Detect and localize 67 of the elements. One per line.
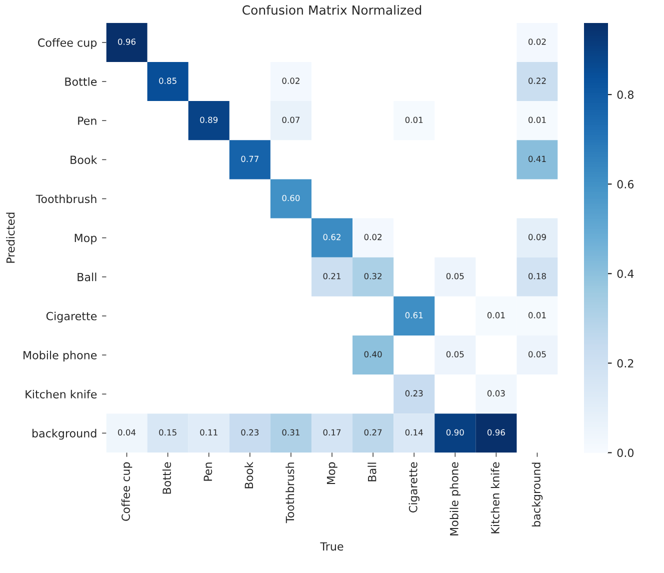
x-tick-label: Coffee cup [121,462,132,521]
x-tick-label: Ball [368,462,376,482]
data-label: 0.21 [323,272,341,280]
y-tick-label: Cigarette [46,312,97,322]
data-label: 0.17 [323,429,341,436]
data-label: 0.62 [323,234,340,240]
x-tick-label: Pen [204,462,212,481]
x-tick-label: Mop [326,462,338,484]
data-label: 0.05 [446,351,464,358]
data-label: 0.01 [528,312,546,318]
data-label: 0.60 [282,194,300,202]
data-label: 0.18 [528,272,546,280]
data-label: 0.05 [528,351,546,358]
data-label: 0.41 [528,156,546,162]
data-label: 0.01 [405,116,423,124]
data-label: 0.03 [487,390,505,396]
y-tick-label: Kitchen knife [26,390,97,398]
data-label: 0.09 [528,234,546,240]
data-label: 0.96 [487,429,505,436]
data-label: 0.04 [118,429,136,436]
y-tick-label: Ball [78,272,96,282]
y-tick-label: Pen [78,116,96,125]
y-tick-label: Coffee cup [38,38,97,49]
color-bar-label: 0.6 [617,180,634,188]
data-label: 0.27 [364,429,382,436]
data-label: 0.02 [282,78,300,84]
x-tick-label: Bottle [162,462,172,494]
data-label: 0.11 [200,429,218,436]
data-label: 0.96 [118,38,136,45]
data-label: 0.40 [364,351,382,358]
y-tick-label: Mobile phone [24,350,97,362]
data-label: 0.01 [528,116,546,124]
data-label: 0.23 [405,390,423,396]
data-label: 0.05 [446,272,464,280]
data-label: 0.02 [528,38,546,45]
color-bar-label: 0.8 [617,90,634,99]
data-label: 0.77 [241,156,258,162]
data-label: 0.02 [364,234,382,240]
data-label: 0.31 [282,429,300,436]
color-bar-label: 0.2 [617,359,634,368]
x-tick-label: Cigarette [408,462,420,512]
x-tick-label: Toothbrush [286,462,294,524]
data-label: 0.32 [364,272,382,280]
data-label: 0.85 [159,78,176,84]
x-tick-label: Mobile phone [450,462,461,536]
y-tick-label: Toothbrush [36,194,96,204]
y-tick-label: Book [70,155,98,164]
y-tick-label: Mop [74,234,97,244]
x-tick-label: background [532,462,543,526]
color-bar-label: 0.0 [617,448,634,458]
data-label: 0.23 [241,429,259,436]
x-axis-title: True [320,542,344,551]
data-label: 0.15 [159,429,176,436]
x-tick-label: Kitchen knife [490,462,500,534]
color-bar-label: 0.4 [617,270,634,278]
data-label: 0.22 [528,78,546,84]
y-tick-label: Bottle [65,77,97,86]
data-label: 0.14 [405,429,423,436]
data-label: 0.89 [200,116,218,124]
data-label: 0.61 [405,312,423,318]
chart-title: Confusion Matrix Normalized [242,5,422,15]
y-axis-title: Predicted [6,212,15,263]
data-label: 0.90 [446,429,464,436]
data-label: 0.07 [282,116,300,124]
x-tick-label: Book [244,462,254,488]
y-tick-label: background [32,428,96,440]
data-label: 0.01 [487,312,505,318]
